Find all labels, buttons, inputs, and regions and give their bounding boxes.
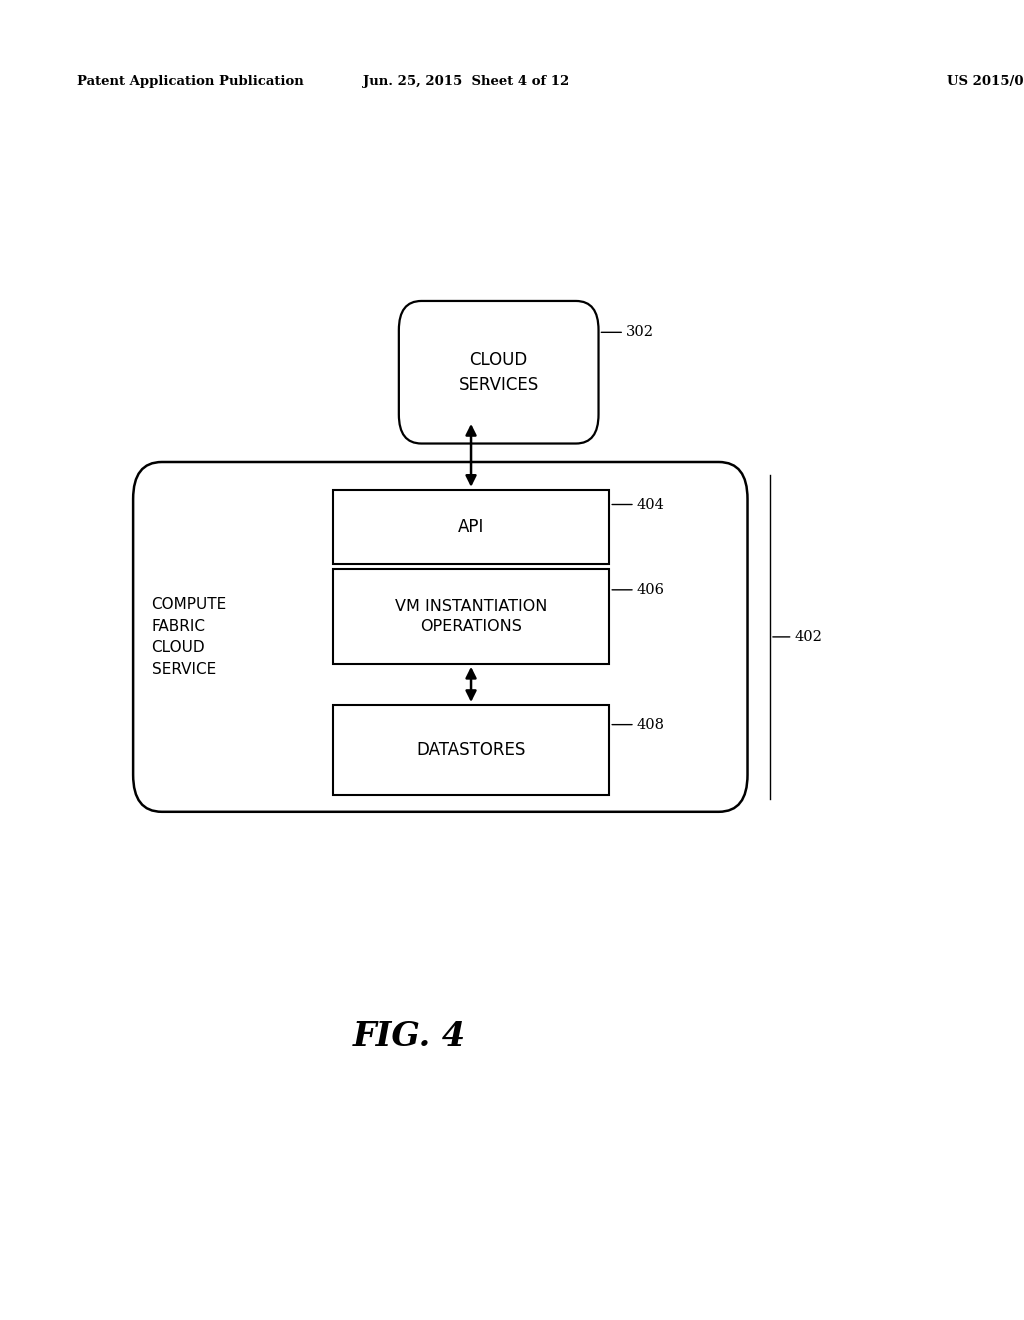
Text: VM INSTANTIATION
OPERATIONS: VM INSTANTIATION OPERATIONS: [395, 599, 547, 634]
Text: 408: 408: [637, 718, 665, 731]
FancyBboxPatch shape: [133, 462, 748, 812]
Text: 406: 406: [637, 583, 665, 597]
Text: 404: 404: [637, 498, 665, 512]
Text: COMPUTE
FABRIC
CLOUD
SERVICE: COMPUTE FABRIC CLOUD SERVICE: [152, 597, 226, 677]
Text: Jun. 25, 2015  Sheet 4 of 12: Jun. 25, 2015 Sheet 4 of 12: [362, 75, 569, 88]
Text: API: API: [458, 517, 484, 536]
Text: CLOUD
SERVICES: CLOUD SERVICES: [459, 351, 539, 393]
Text: 402: 402: [795, 630, 822, 644]
FancyBboxPatch shape: [398, 301, 598, 444]
Text: US 2015/0178107 A1: US 2015/0178107 A1: [947, 75, 1024, 88]
Bar: [333, 569, 609, 664]
Bar: [333, 490, 609, 564]
Text: Patent Application Publication: Patent Application Publication: [77, 75, 303, 88]
Text: DATASTORES: DATASTORES: [417, 741, 525, 759]
Bar: [333, 705, 609, 795]
Text: FIG. 4: FIG. 4: [353, 1019, 466, 1053]
Text: 302: 302: [627, 325, 654, 339]
